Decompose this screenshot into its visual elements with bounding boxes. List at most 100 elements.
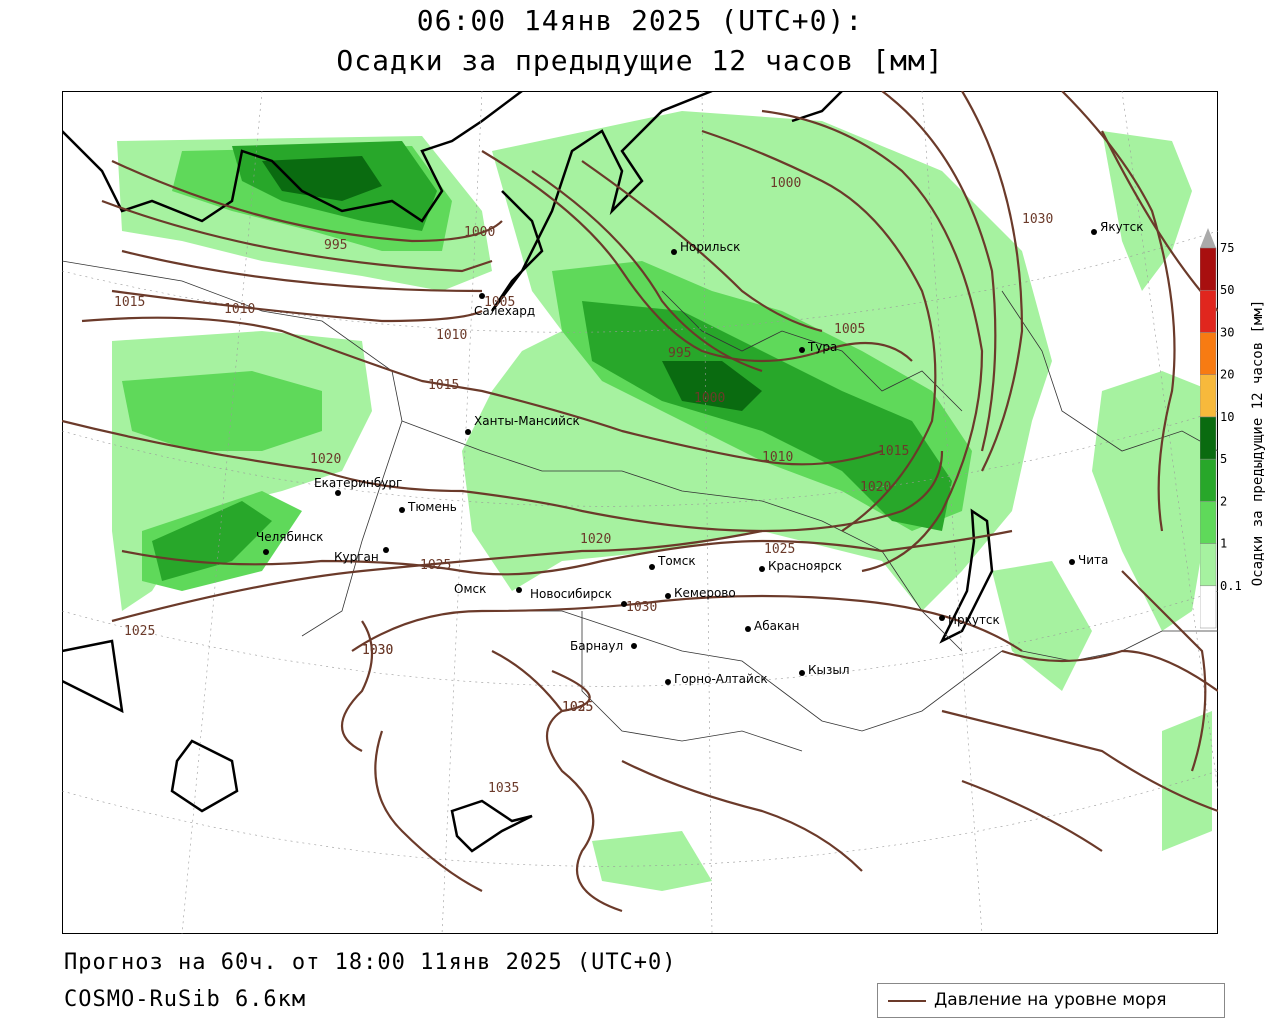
isobar-label-1025-center: 1025 (764, 542, 795, 557)
svg-text:Красноярск: Красноярск (768, 559, 842, 573)
colorbar-swatch (1200, 332, 1217, 375)
svg-text:Барнаул: Барнаул (570, 639, 623, 653)
isobar-label-1015: 1015 (114, 295, 145, 310)
svg-text:Абакан: Абакан (754, 619, 799, 633)
svg-text:Омск: Омск (454, 582, 486, 596)
city-kemerovo: Кемерово (665, 586, 736, 600)
model-info: COSMO-RuSib 6.6км (64, 987, 307, 1012)
colorbar-swatch (1200, 289, 1217, 333)
admin-borders (62, 260, 1218, 752)
colorbar-tick-label: 20 (1220, 368, 1234, 382)
isobar-label-1010-center: 1010 (762, 450, 793, 465)
city-salekhard: Салехард (474, 293, 535, 318)
city-barnaul: Барнаул (570, 639, 637, 653)
svg-text:Челябинск: Челябинск (256, 530, 323, 544)
isobar-label-1035-south: 1035 (488, 781, 519, 796)
isobar-label-1000-center: 1000 (694, 391, 725, 406)
colorbar-labels: 0.1 1 2 5 10 20 30 50 75 (1220, 241, 1242, 593)
isobar-label-1000-east: 1000 (770, 176, 801, 191)
isobar-label-1030-ne: 1030 (1022, 212, 1053, 227)
isobar-label-1025-west: 1025 (420, 558, 451, 573)
isobar-labels: 995 1000 1005 1010 1015 1020 1025 1030 1… (114, 176, 1053, 796)
svg-text:Новосибирск: Новосибирск (530, 587, 612, 601)
isobar-label-1005-east: 1005 (834, 322, 865, 337)
isobar-label-1000: 1000 (464, 225, 495, 240)
isobar-label-1030: 1030 (362, 643, 393, 658)
colorbar-axis-label: Осадки за предыдущие 12 часов [мм] (1250, 300, 1266, 587)
svg-text:Норильск: Норильск (680, 240, 740, 254)
colorbar-swatch (1200, 374, 1217, 418)
isobar-label-1005: 1005 (484, 295, 515, 310)
isobar-label-1030-center: 1030 (626, 600, 657, 615)
coastline (62, 91, 994, 853)
city-abakan: Абакан (745, 619, 799, 633)
svg-text:Тура: Тура (807, 340, 837, 354)
colorbar-tick-label: 50 (1220, 283, 1234, 297)
map-title: 06:00 14янв 2025 (UTC+0): (416, 4, 864, 37)
city-irkutsk: Иркутск (939, 613, 1000, 627)
isobar-label-1010: 1010 (224, 302, 255, 317)
svg-text:Екатеринбург: Екатеринбург (314, 476, 402, 490)
city-yakutsk: Якутск (1091, 220, 1144, 235)
isobar-label-995-center: 995 (668, 346, 691, 361)
isobar-label-1035: 1035 (562, 700, 593, 715)
isobars (62, 91, 1218, 913)
svg-text:Чита: Чита (1078, 553, 1108, 567)
colorbar-swatch (1200, 585, 1217, 629)
colorbar-tick-label: 5 (1220, 452, 1227, 466)
svg-text:Салехард: Салехард (474, 304, 535, 318)
isobar-label-995: 995 (324, 238, 347, 253)
isobar-label-1030-b: 1030 (362, 643, 393, 658)
precipitation-colorbar: 0.1 1 2 5 10 20 30 50 75 Осадки за предыдущие 12… (1200, 228, 1266, 629)
isobar-label-1020-center: 1020 (580, 532, 611, 547)
svg-text:Горно-Алтайск: Горно-Алтайск (674, 672, 768, 686)
city-khanty-mansiysk: Ханты-Мансийск (465, 414, 580, 435)
precipitation-map: 995 1000 1005 1010 1015 1020 1025 1030 1… (62, 91, 1218, 934)
colorbar-tick-label: 1 (1220, 537, 1227, 551)
city-chita: Чита (1069, 553, 1108, 567)
city-tomsk: Томск (649, 554, 696, 570)
isobar-label-1015-west: 1015 (428, 378, 459, 393)
colorbar-swatches (1200, 228, 1217, 629)
cities: Якутск Норильск Салехард Тура Ханты-Манс… (256, 220, 1144, 686)
legend-line-swatch (888, 1000, 926, 1002)
svg-text:Якутск: Якутск (1100, 220, 1144, 234)
precip-peak-area (262, 156, 762, 411)
colorbar-tick-label: 2 (1220, 494, 1227, 508)
colorbar-top-arrow (1200, 228, 1216, 248)
city-novosibirsk: Новосибирск (530, 587, 627, 607)
svg-text:Иркутск: Иркутск (948, 613, 1000, 627)
map-subtitle: Осадки за предыдущие 12 часов [мм] (336, 44, 944, 77)
legend-box: Давление на уровне моря (877, 983, 1225, 1018)
city-tura: Тура (799, 340, 837, 354)
colorbar-swatch (1200, 501, 1217, 544)
colorbar-swatch (1200, 543, 1217, 587)
city-kurgan: Курган (334, 547, 389, 564)
colorbar-tick-label: 75 (1220, 241, 1234, 255)
svg-text:Курган: Курган (334, 550, 379, 564)
svg-text:Томск: Томск (657, 554, 696, 568)
isobar-label-1010-west: 1010 (436, 328, 467, 343)
svg-text:Кызыл: Кызыл (808, 663, 850, 677)
city-tyumen: Тюмень (399, 500, 457, 514)
city-norilsk: Норильск (671, 240, 740, 255)
city-gorno-altaysk: Горно-Алтайск (665, 672, 768, 686)
forecast-info: Прогноз на 60ч. от 18:00 11янв 2025 (UTC… (64, 950, 677, 975)
svg-text:Ханты-Мансийск: Ханты-Мансийск (474, 414, 580, 428)
colorbar-swatch (1200, 247, 1217, 291)
isobar-label-1035-b: 1025 (562, 700, 593, 715)
svg-text:Кемерово: Кемерово (674, 586, 736, 600)
svg-text:Тюмень: Тюмень (407, 500, 457, 514)
colorbar-tick-label: 0.1 (1220, 579, 1242, 593)
isobar-label-1020-east: 1020 (860, 480, 891, 495)
city-yekaterinburg: Екатеринбург (314, 476, 402, 496)
colorbar-tick-label: 10 (1220, 410, 1234, 424)
isobar-label-1015-east: 1015 (878, 444, 909, 459)
colorbar-tick-label: 30 (1220, 325, 1234, 339)
colorbar-swatch (1200, 416, 1217, 460)
isobar-label-1020: 1020 (310, 452, 341, 467)
isobar-label-1025: 1025 (124, 624, 155, 639)
city-omsk: Омск (454, 582, 522, 596)
legend-label: Давление на уровне моря (934, 990, 1167, 1010)
colorbar-swatch (1200, 458, 1217, 502)
